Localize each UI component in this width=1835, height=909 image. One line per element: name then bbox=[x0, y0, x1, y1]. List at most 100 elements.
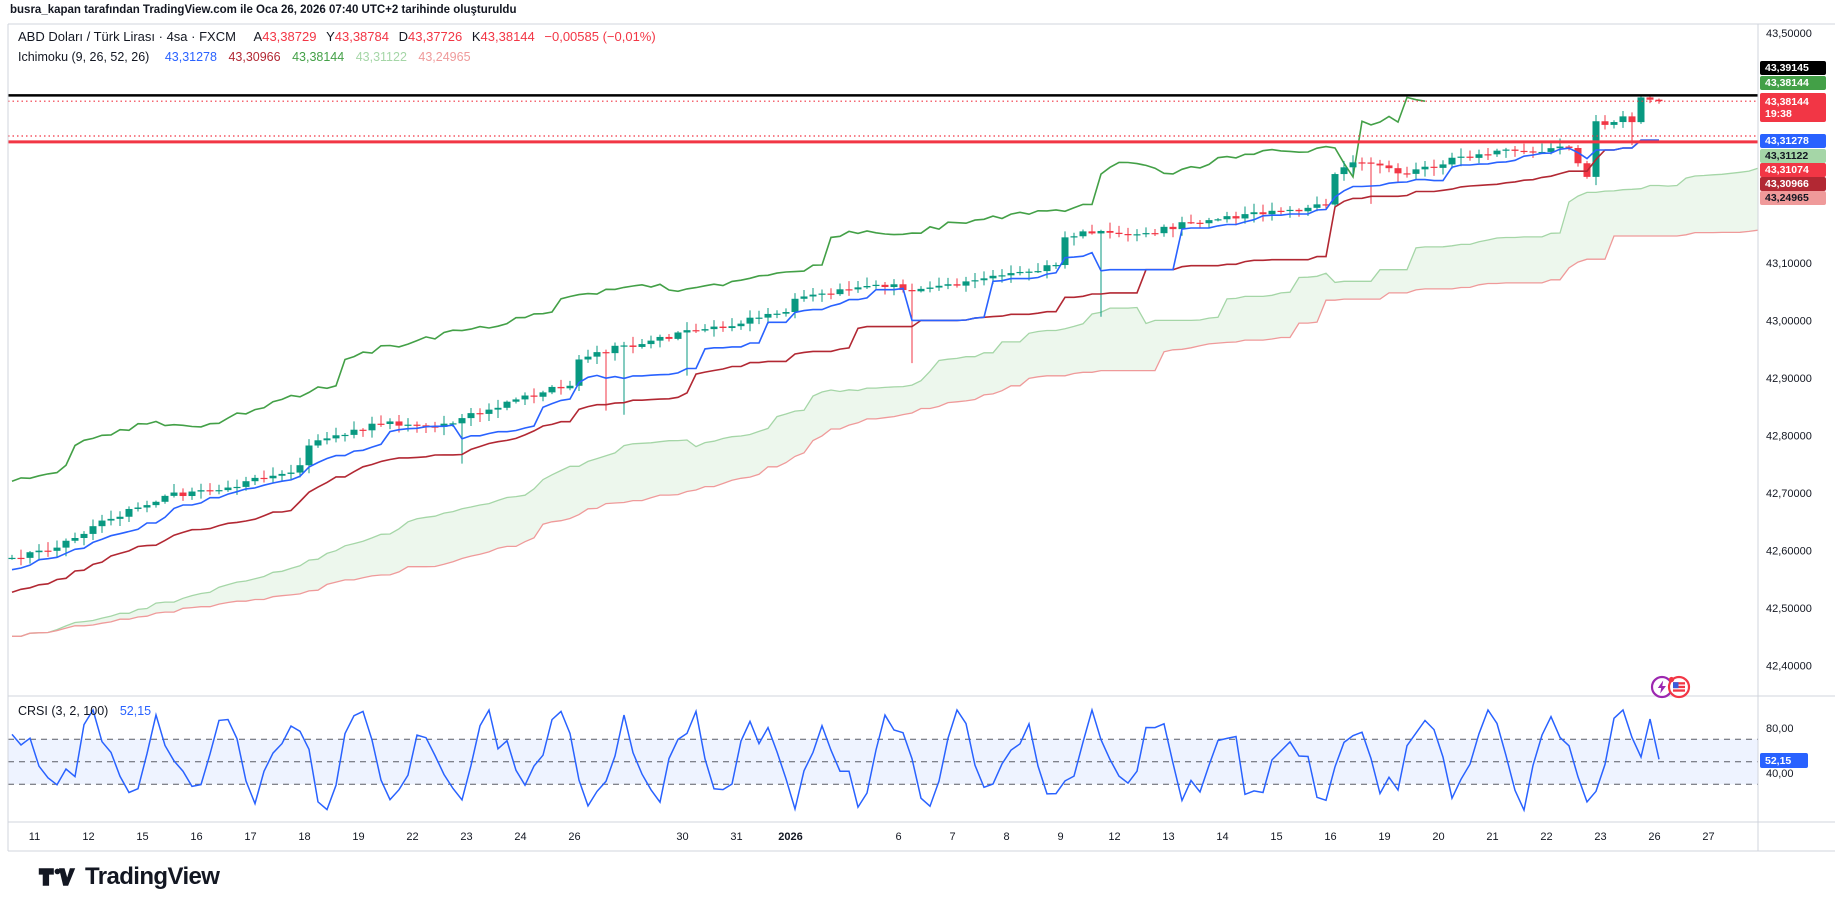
candle-body bbox=[1115, 232, 1123, 235]
candle-body bbox=[1034, 271, 1042, 273]
candle-body bbox=[1088, 231, 1096, 234]
price-badge-kijun: 43,30966 bbox=[1760, 177, 1826, 191]
time-tick[interactable]: 14 bbox=[1216, 831, 1228, 843]
time-tick[interactable]: 22 bbox=[406, 831, 418, 843]
price-tick[interactable]: 42,50000 bbox=[1766, 603, 1812, 615]
price-tick[interactable]: 43,50000 bbox=[1766, 28, 1812, 40]
candle-body bbox=[1601, 121, 1609, 125]
time-tick[interactable]: 20 bbox=[1432, 831, 1444, 843]
ichimoku-label: Ichimoku (9, 26, 52, 26) bbox=[18, 50, 150, 64]
time-tick[interactable]: 24 bbox=[514, 831, 526, 843]
candle-body bbox=[431, 426, 439, 428]
candle-body bbox=[746, 317, 754, 324]
candle-body bbox=[1511, 149, 1519, 151]
price-tick[interactable]: 42,40000 bbox=[1766, 661, 1812, 673]
time-tick[interactable]: 16 bbox=[190, 831, 202, 843]
candle-body bbox=[107, 518, 115, 521]
candle-body bbox=[908, 290, 916, 292]
time-tick[interactable]: 11 bbox=[29, 831, 40, 843]
candle-body bbox=[1367, 162, 1375, 164]
candle-body bbox=[899, 284, 907, 291]
price-tick[interactable]: 42,70000 bbox=[1766, 488, 1812, 500]
time-tick[interactable]: 15 bbox=[1270, 831, 1282, 843]
candle-body bbox=[1466, 156, 1474, 158]
candle-body bbox=[260, 477, 268, 480]
tradingview-logo[interactable]: TradingView bbox=[38, 863, 220, 891]
time-tick[interactable]: 6 bbox=[895, 831, 901, 843]
time-tick[interactable]: 31 bbox=[730, 831, 742, 843]
candle-body bbox=[530, 395, 538, 397]
attribution-text: busra_kapan tarafından TradingView.com i… bbox=[10, 4, 517, 16]
price-badge-chikou: 43,38144 bbox=[1760, 76, 1826, 90]
crsi-legend-row[interactable]: CRSI (3, 2, 100) 52,15 bbox=[18, 704, 151, 718]
candle-body bbox=[440, 423, 448, 427]
price-tick[interactable]: 42,90000 bbox=[1766, 373, 1812, 385]
crsi-tick[interactable]: 40,00 bbox=[1766, 768, 1794, 780]
crsi-label: CRSI (3, 2, 100) bbox=[18, 704, 109, 718]
senkou-span-b-line bbox=[12, 229, 1759, 637]
candle-body bbox=[170, 492, 178, 496]
candle-body bbox=[1295, 209, 1303, 212]
candle-body bbox=[665, 336, 673, 339]
candle-body bbox=[1430, 166, 1438, 168]
candle-body bbox=[71, 537, 79, 541]
time-tick[interactable]: 22 bbox=[1540, 831, 1552, 843]
time-tick[interactable]: 17 bbox=[244, 831, 256, 843]
time-tick[interactable]: 26 bbox=[568, 831, 580, 843]
candle-body bbox=[1079, 231, 1087, 237]
candle-body bbox=[1268, 210, 1276, 215]
price-tick[interactable]: 42,60000 bbox=[1766, 546, 1812, 558]
candle-body bbox=[953, 284, 961, 286]
candle-body bbox=[818, 293, 826, 295]
candle-body bbox=[1214, 219, 1222, 221]
time-tick[interactable]: 19 bbox=[352, 831, 364, 843]
candle-body bbox=[485, 409, 493, 414]
time-tick[interactable]: 19 bbox=[1378, 831, 1390, 843]
candle-body bbox=[134, 507, 142, 509]
candle-body bbox=[197, 490, 205, 492]
candle-body bbox=[944, 284, 952, 286]
time-tick[interactable]: 7 bbox=[949, 831, 955, 843]
candle-body bbox=[224, 487, 232, 491]
time-tick[interactable]: 2026 bbox=[778, 831, 802, 843]
time-tick[interactable]: 23 bbox=[1594, 831, 1606, 843]
time-tick[interactable]: 30 bbox=[676, 831, 688, 843]
candle-body bbox=[1061, 237, 1069, 266]
time-tick[interactable]: 15 bbox=[136, 831, 148, 843]
time-tick[interactable]: 9 bbox=[1057, 831, 1063, 843]
symbol-legend-row[interactable]: ABD Doları / Türk Lirası · 4sa · FXCM A4… bbox=[18, 28, 656, 46]
candle-body bbox=[1142, 233, 1150, 235]
ichimoku-legend-row[interactable]: Ichimoku (9, 26, 52, 26) 43,31278 43,309… bbox=[18, 48, 656, 66]
open-label: A bbox=[253, 29, 263, 44]
economic-event-us-flag-icon[interactable] bbox=[1667, 675, 1691, 699]
time-tick[interactable]: 12 bbox=[82, 831, 94, 843]
candle-body bbox=[1169, 226, 1177, 230]
time-tick[interactable]: 23 bbox=[460, 831, 472, 843]
candle-body bbox=[1610, 122, 1618, 125]
candle-body bbox=[1043, 265, 1051, 272]
candle-body bbox=[638, 344, 646, 347]
candle-body bbox=[1592, 121, 1600, 177]
candle-body bbox=[728, 326, 736, 329]
candle-body bbox=[1655, 99, 1663, 102]
time-tick[interactable]: 27 bbox=[1702, 831, 1714, 843]
candle-body bbox=[116, 516, 124, 519]
candle-body bbox=[1376, 163, 1384, 166]
candle-body bbox=[1637, 97, 1645, 123]
candle-body bbox=[1646, 97, 1654, 100]
candle-body bbox=[503, 401, 511, 408]
time-tick[interactable]: 26 bbox=[1648, 831, 1660, 843]
time-tick[interactable]: 13 bbox=[1162, 831, 1174, 843]
time-tick[interactable]: 12 bbox=[1108, 831, 1120, 843]
price-tick[interactable]: 43,10000 bbox=[1766, 258, 1812, 270]
price-tick[interactable]: 43,00000 bbox=[1766, 316, 1812, 328]
crsi-tick[interactable]: 80,00 bbox=[1766, 723, 1794, 735]
kijun-value: 43,30966 bbox=[228, 50, 281, 64]
candle-body bbox=[629, 345, 637, 347]
time-tick[interactable]: 18 bbox=[298, 831, 310, 843]
price-tick[interactable]: 42,80000 bbox=[1766, 431, 1812, 443]
time-tick[interactable]: 8 bbox=[1003, 831, 1009, 843]
time-tick[interactable]: 21 bbox=[1486, 831, 1498, 843]
time-tick[interactable]: 16 bbox=[1324, 831, 1336, 843]
